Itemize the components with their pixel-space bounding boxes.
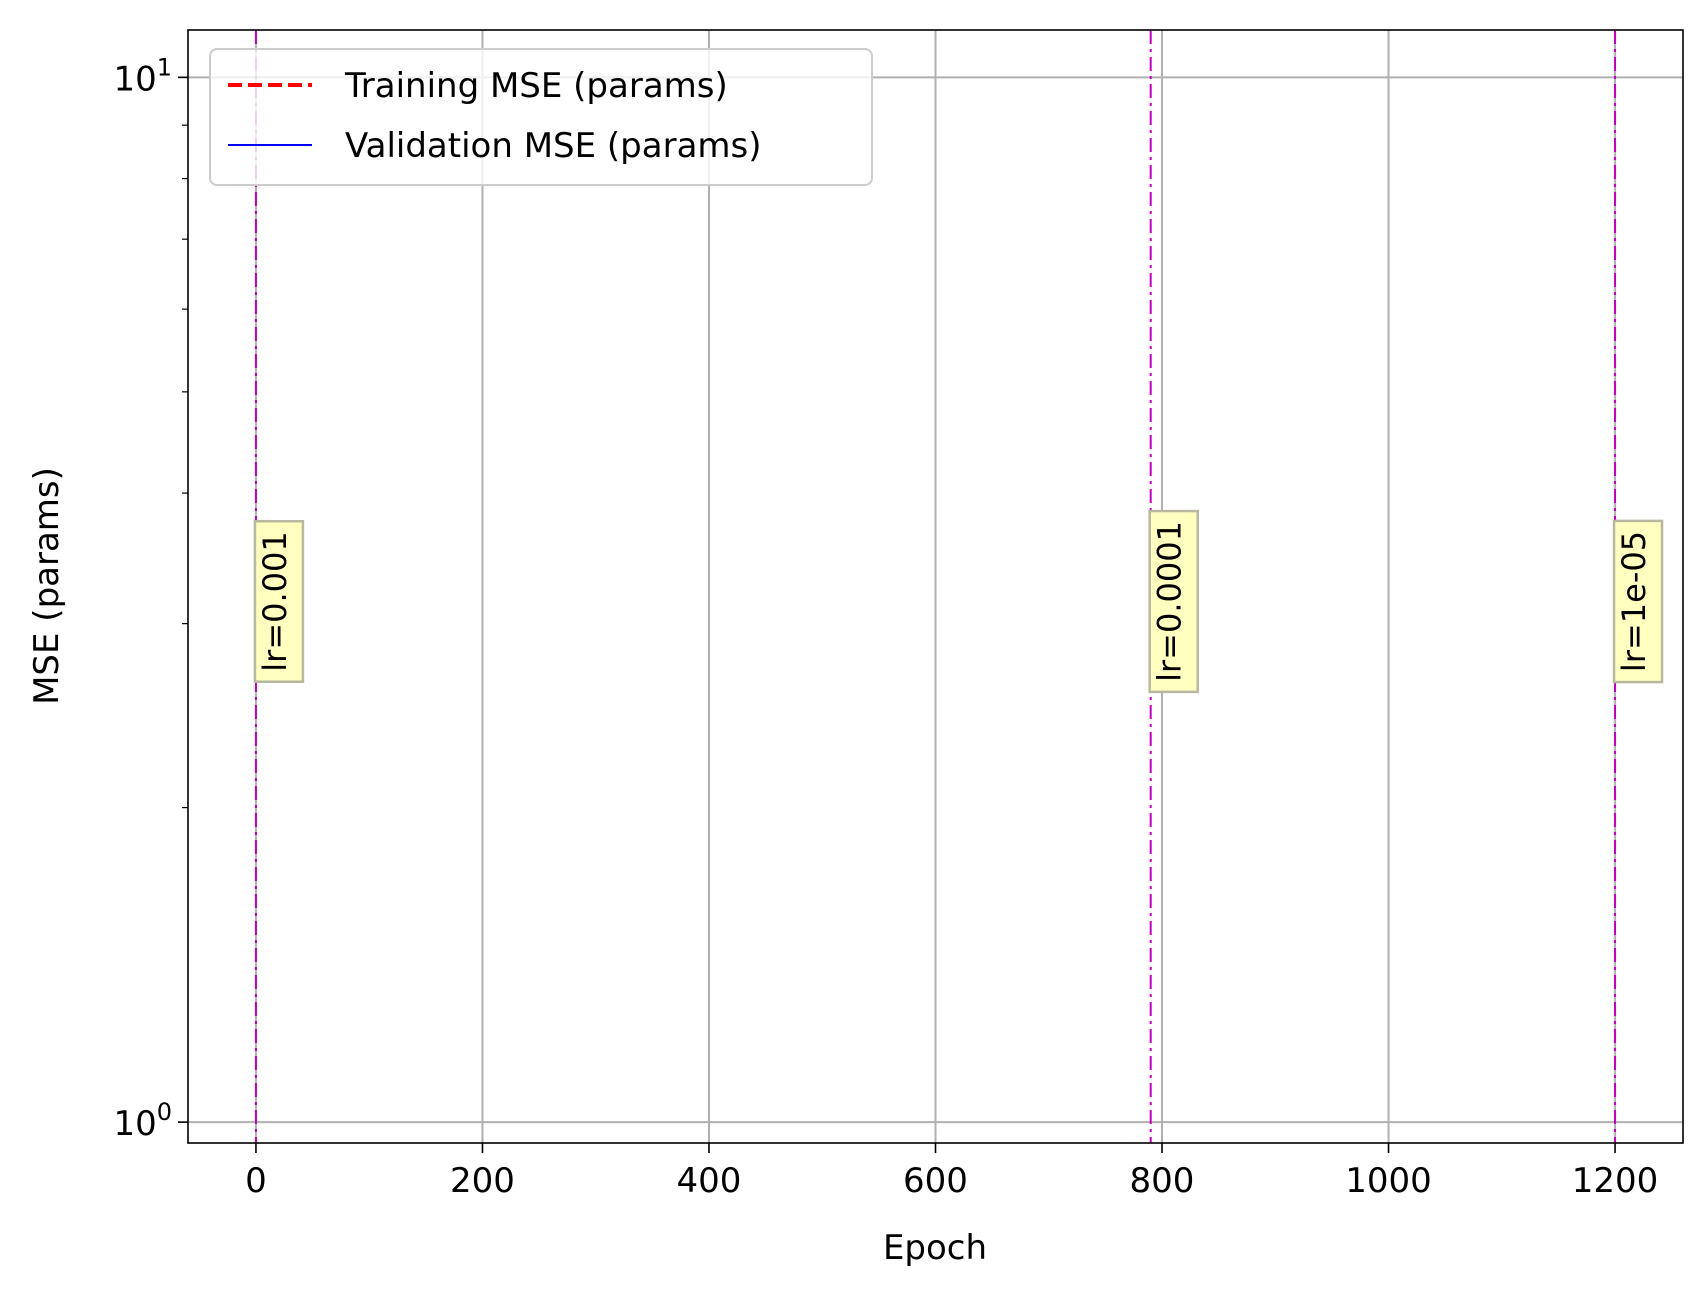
x-tick-label: 600 [903, 1161, 968, 1201]
lr-annotation-label: lr=0.001 [256, 531, 294, 671]
lr-annotation: lr=0.0001 [1148, 509, 1199, 694]
lr-annotation-label: lr=0.0001 [1151, 521, 1189, 682]
legend[interactable]: Training MSE (params) Validation MSE (pa… [209, 48, 873, 186]
y-tick-label: 101 [113, 53, 172, 99]
lr-marker-lines [254, 30, 1617, 1143]
y-tick-label: 100 [113, 1098, 172, 1144]
lr-annotation: lr=1e-05 [1612, 519, 1664, 684]
x-axis-ticks: 0 200 400 600 800 1000 1200 [245, 1143, 1658, 1201]
x-tick-label: 200 [450, 1161, 515, 1201]
x-tick-label: 0 [245, 1161, 267, 1201]
lr-annotation-box [1612, 519, 1664, 684]
y-axis-ticks: 100 101 [113, 53, 188, 1144]
lr-annotations: lr=0.001 lr=0.0001 lr=1e-05 [253, 509, 1664, 694]
lr-annotation-box [1148, 509, 1199, 694]
legend-box [209, 48, 873, 186]
lr-annotation: lr=0.001 [253, 520, 305, 683]
x-tick-label: 1200 [1572, 1161, 1659, 1201]
lr-annotation-box [253, 520, 305, 683]
lr-annotation-label: lr=1e-05 [1615, 531, 1653, 672]
y-axis-label: MSE (params) [27, 467, 67, 705]
x-tick-label: 800 [1130, 1161, 1195, 1201]
legend-label-validation: Validation MSE (params) [345, 126, 762, 166]
x-axis-label: Epoch [883, 1228, 987, 1268]
x-tick-label: 1000 [1345, 1161, 1432, 1201]
legend-label-training: Training MSE (params) [344, 66, 728, 106]
x-tick-label: 400 [677, 1161, 742, 1201]
